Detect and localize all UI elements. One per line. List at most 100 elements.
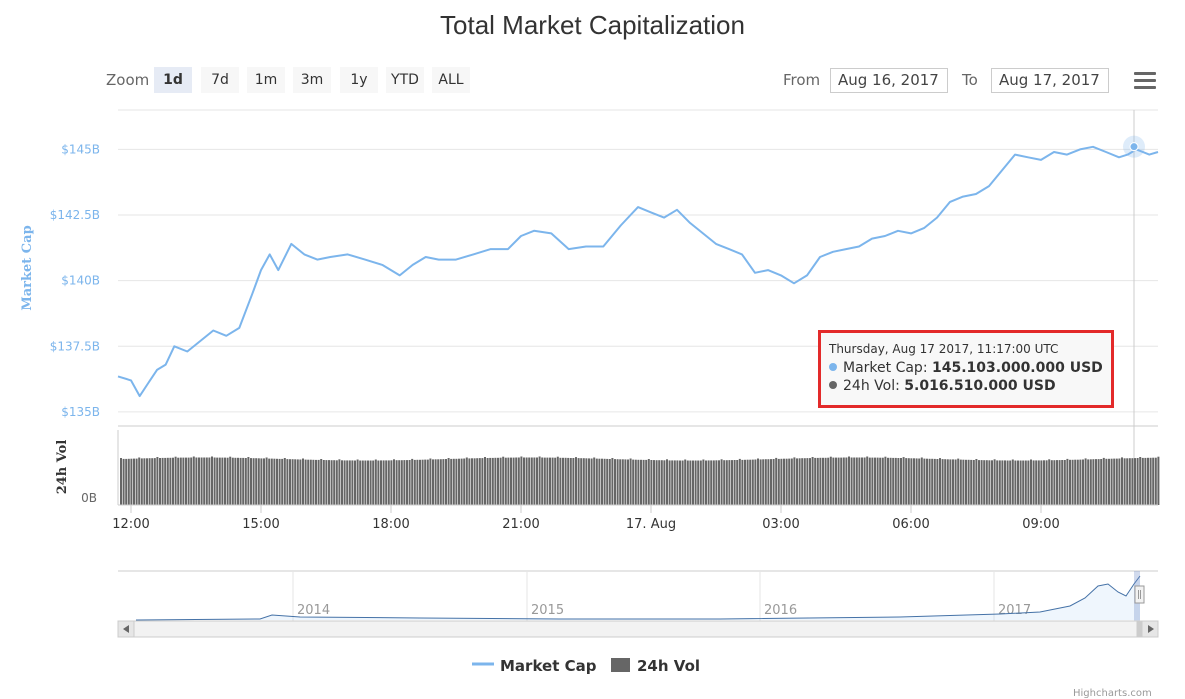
volume-bar [239, 457, 242, 505]
zoom-button-1d[interactable]: 1d [154, 67, 192, 93]
zoom-button-ytd[interactable]: YTD [386, 67, 424, 93]
credit-link[interactable]: Highcharts.com [1073, 688, 1152, 699]
volume-bar [1115, 458, 1118, 505]
volume-bar [668, 460, 671, 505]
volume-bar [1071, 459, 1074, 505]
volume-bar [902, 457, 905, 505]
volume-bar [252, 458, 255, 505]
volume-bar [182, 457, 185, 505]
volume-bar [1118, 458, 1121, 505]
volume-bar [985, 460, 988, 505]
volume-bar [772, 459, 775, 505]
volume-bar [213, 457, 216, 505]
volume-bar [601, 458, 603, 505]
volume-bar [1069, 459, 1071, 505]
volume-bar [686, 460, 689, 505]
volume-bar [653, 460, 655, 505]
zoom-button-1y[interactable]: 1y [340, 67, 378, 93]
volume-bar [416, 459, 419, 505]
scrollbar-track[interactable] [117, 620, 1159, 638]
volume-bar [1157, 456, 1160, 505]
zoom-button-7d[interactable]: 7d [201, 67, 239, 93]
volume-bar [731, 460, 733, 505]
volume-bar [1058, 460, 1061, 505]
volume-bar [941, 459, 944, 505]
volume-bar [244, 458, 247, 505]
volume-bar [395, 460, 398, 505]
volume-bar [294, 459, 297, 505]
volume-bar [590, 458, 593, 505]
volume-bar [216, 457, 219, 505]
volume-bar [671, 460, 674, 505]
x-tick-label: 17. Aug [626, 517, 676, 532]
legend-24h-vol[interactable]: 24h Vol [611, 657, 700, 675]
to-date-input[interactable]: Aug 17, 2017 [991, 68, 1109, 93]
navigator-label: 2016 [764, 603, 797, 618]
volume-bar [684, 459, 687, 505]
volume-bar [593, 457, 596, 505]
volume-bar [707, 460, 710, 505]
x-tick-label: 06:00 [892, 517, 929, 532]
volume-bar [343, 460, 346, 505]
volume-bar [556, 456, 559, 505]
volume-bar [380, 460, 382, 505]
legend-line-icon [472, 662, 494, 666]
volume-bar [486, 458, 489, 505]
volume-bar [809, 458, 811, 505]
vol-axis-title: 24h Vol [55, 440, 70, 495]
volume-bar [325, 460, 328, 505]
volume-bar [130, 458, 133, 505]
volume-bar [962, 459, 965, 505]
zoom-button-all[interactable]: ALL [432, 67, 470, 93]
volume-bar [658, 460, 661, 505]
volume-bar [650, 460, 653, 505]
volume-bar [270, 458, 273, 505]
volume-bar [1056, 460, 1058, 505]
volume-bar [757, 458, 759, 505]
tooltip: Thursday, Aug 17 2017, 11:17:00 UTC Mark… [818, 330, 1114, 408]
volume-bar [125, 458, 128, 505]
volume-bar [889, 457, 892, 505]
zoom-button-3m[interactable]: 3m [293, 67, 331, 93]
volume-bar [814, 457, 817, 505]
volume-bar [419, 459, 421, 505]
navigator-handle[interactable] [1134, 585, 1145, 604]
from-label: From [783, 71, 821, 89]
volume-bar [853, 457, 856, 505]
volume-bar [499, 457, 502, 505]
volume-bar [400, 460, 403, 505]
volume-bar [203, 457, 206, 505]
volume-bar [842, 457, 845, 505]
volume-bar [504, 457, 507, 505]
legend-market-cap[interactable]: Market Cap [472, 657, 596, 675]
volume-bar [931, 458, 934, 505]
volume-bar [192, 456, 195, 505]
navigator-area-fill [136, 576, 1140, 620]
volume-bar [959, 459, 962, 505]
volume-bar [489, 457, 492, 505]
volume-bar [1040, 460, 1043, 505]
tooltip-mcap-label: Market Cap: [843, 360, 928, 376]
volume-bar [307, 459, 310, 505]
volume-bar [564, 457, 567, 505]
y-tick-label: $145B [61, 142, 100, 156]
volume-bar [333, 460, 336, 505]
volume-bar [1128, 458, 1131, 505]
volume-bar [712, 460, 715, 505]
volume-bar [627, 459, 629, 505]
zoom-button-1m[interactable]: 1m [247, 67, 285, 93]
volume-bar [234, 457, 237, 505]
from-date-input[interactable]: Aug 16, 2017 [830, 68, 948, 93]
volume-bar [1131, 458, 1134, 505]
hamburger-menu-icon[interactable] [1134, 72, 1156, 90]
volume-bar [970, 459, 973, 505]
volume-bar [265, 457, 268, 505]
volume-bar [637, 459, 640, 505]
volume-bar [749, 459, 752, 505]
volume-bar [1074, 459, 1077, 505]
volume-bar [533, 457, 536, 505]
volume-bar [702, 459, 705, 505]
volume-bar [837, 457, 840, 505]
volume-bar [458, 458, 460, 505]
volume-bar [143, 458, 146, 505]
